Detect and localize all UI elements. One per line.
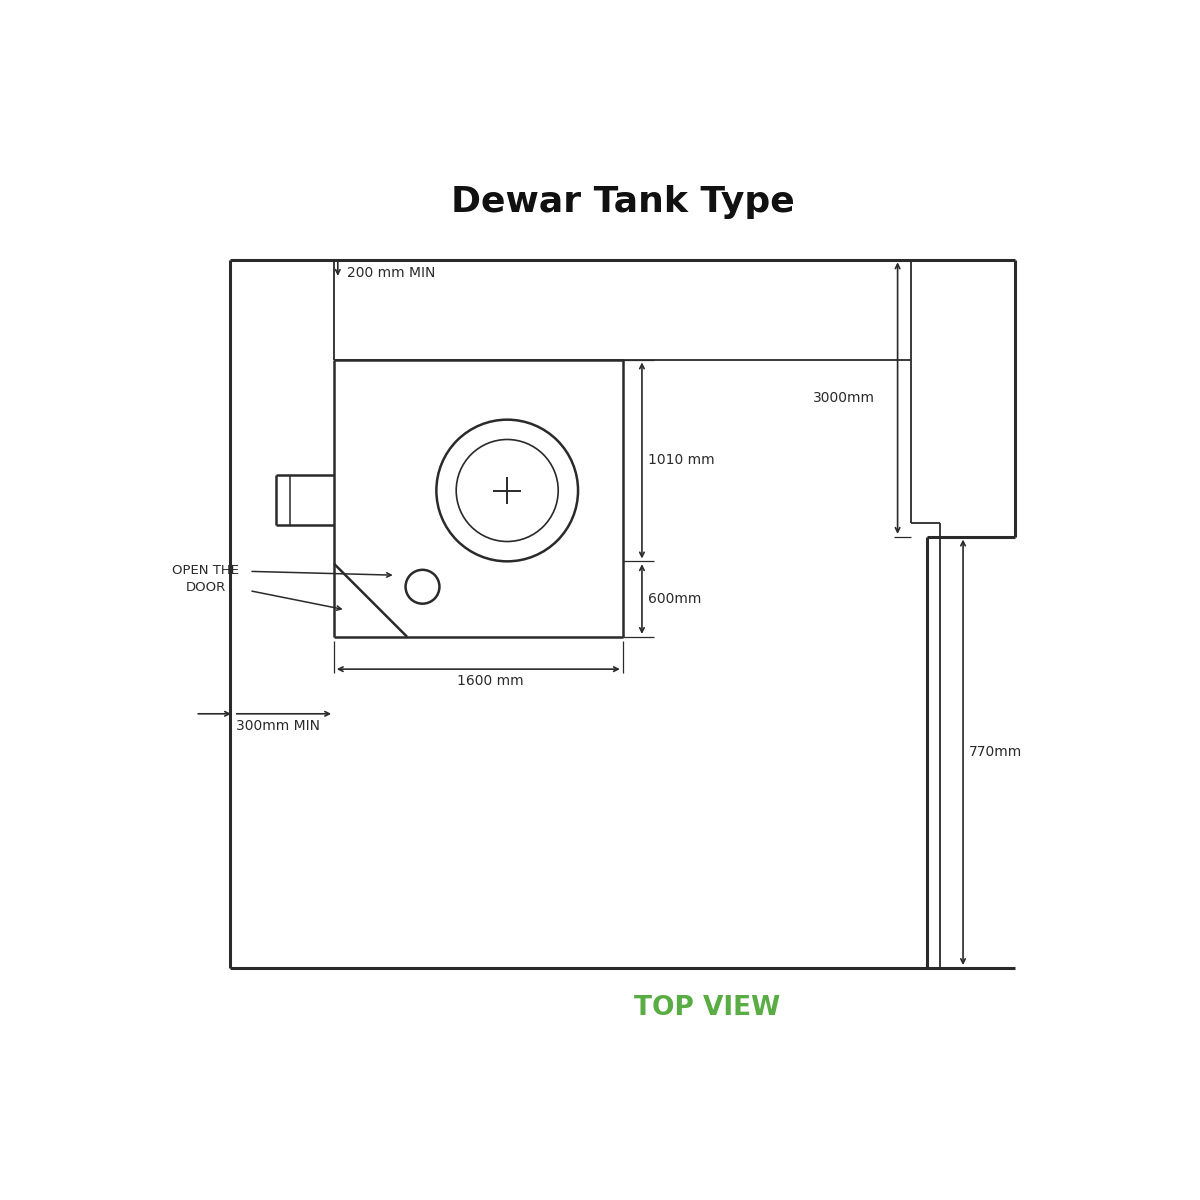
Text: 1010 mm: 1010 mm (648, 454, 715, 468)
Text: TOP VIEW: TOP VIEW (635, 995, 780, 1021)
Text: 1600 mm: 1600 mm (456, 673, 523, 688)
Text: Dewar Tank Type: Dewar Tank Type (451, 185, 794, 218)
Text: OPEN THE
DOOR: OPEN THE DOOR (173, 564, 239, 594)
Text: 200 mm MIN: 200 mm MIN (347, 265, 436, 280)
Text: 770mm: 770mm (970, 745, 1022, 760)
Text: 600mm: 600mm (648, 592, 702, 606)
Text: 300mm MIN: 300mm MIN (236, 719, 320, 733)
Text: 3000mm: 3000mm (812, 391, 875, 406)
